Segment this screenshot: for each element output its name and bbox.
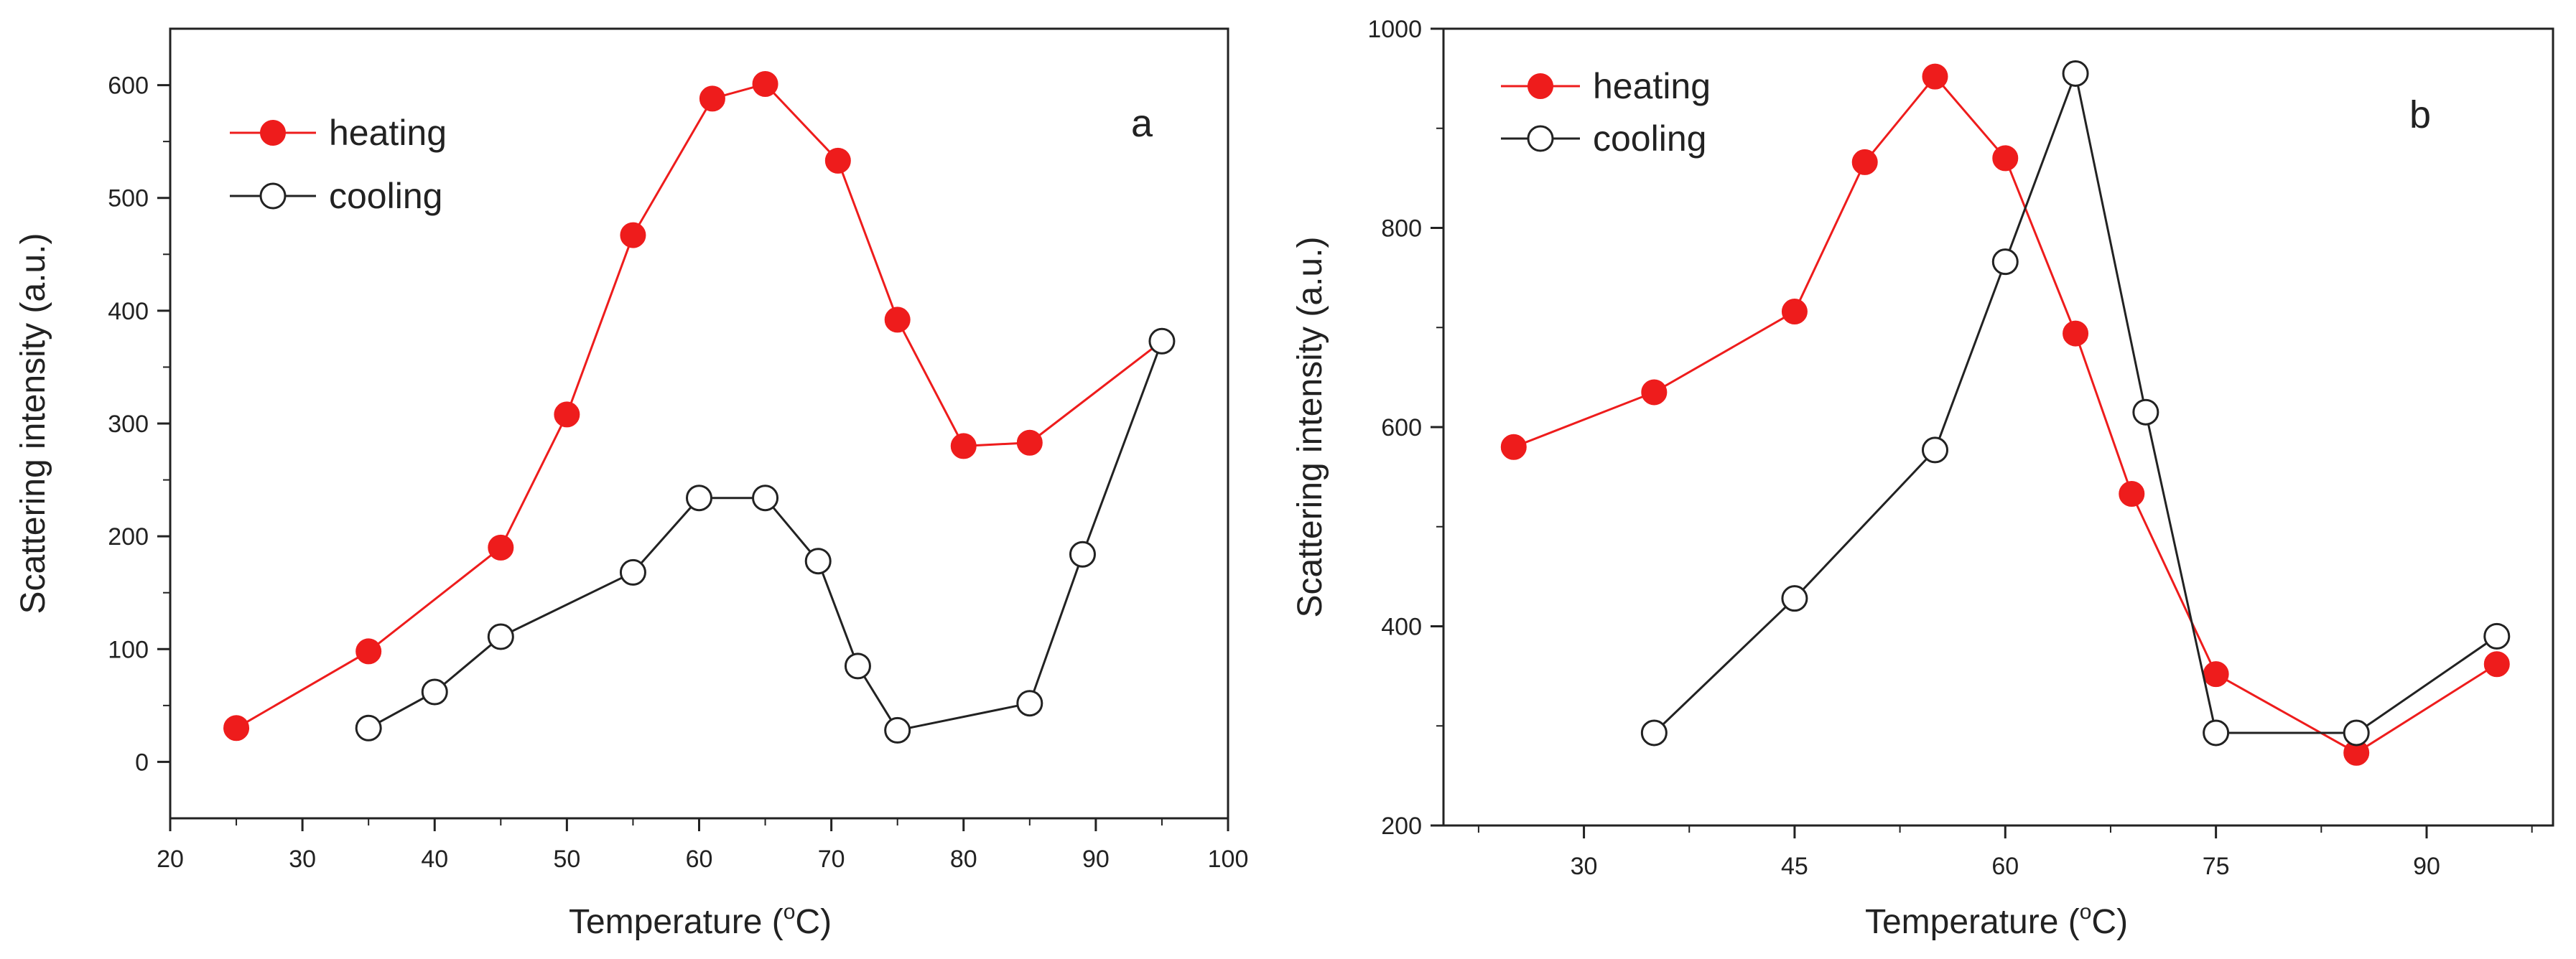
panel-a-heating-point	[223, 715, 250, 742]
panel-b-y-tick-label: 400	[1381, 614, 1422, 641]
panel-b-x-tick-label: 75	[2203, 853, 2230, 880]
panel-b-x-axis-title: Temperature (oC)	[1865, 900, 2128, 941]
panel-a-heating-point	[884, 307, 911, 333]
panel-a-legend-cooling-label: cooling	[329, 176, 442, 216]
panel-a-x-tick-label: 40	[421, 846, 448, 873]
panel-b-x-tick-label: 30	[1571, 853, 1598, 880]
panel-b-y-tick-label: 1000	[1367, 16, 1422, 43]
panel-b-cooling-point	[2132, 398, 2159, 426]
panel-a-y-tick-label: 100	[108, 636, 149, 663]
panel-b-cooling-point	[1991, 248, 2019, 276]
panel-a-cooling-point	[884, 716, 911, 744]
panel-a-cooling-point	[619, 558, 646, 586]
panel-a-heating-point	[699, 85, 725, 112]
panel-a-heating-point	[1016, 429, 1043, 456]
panel-a-y-tick-label: 600	[108, 72, 149, 100]
panel-b-heating-point	[1500, 434, 1527, 460]
panel-b-x-tick-label: 60	[1991, 853, 2019, 880]
panel-a-cooling-point	[1016, 690, 1043, 717]
panel-b-y-tick-label: 600	[1381, 414, 1422, 441]
panel-b-heating-point	[2063, 320, 2089, 347]
panel-b-cooling-point	[2343, 719, 2370, 747]
panel-a-legend-cooling-marker	[259, 182, 287, 210]
panel-b-cooling-point	[1781, 585, 1808, 612]
panel-a-heating-point	[950, 433, 977, 459]
panel-a-cooling-point	[421, 678, 448, 706]
panel-a-cooling-point	[1069, 541, 1096, 568]
panel-a-y-tick-label: 500	[108, 185, 149, 212]
panel-b-heating-point	[2483, 651, 2510, 678]
panel-a-heating-point	[554, 401, 580, 428]
panel-b-legend-cooling-marker	[1527, 125, 1554, 152]
panel-b-y-axis-title: Scattering intensity (a.u.)	[1291, 237, 1329, 618]
panel-a-heating-point	[355, 638, 382, 665]
panel-a-heating-point	[488, 534, 514, 561]
panel-a-y-tick-label: 200	[108, 523, 149, 551]
panel-a-x-tick-label: 70	[818, 846, 845, 873]
panel-a-y-axis-title: Scattering intensity (a.u.)	[14, 233, 52, 614]
panel-a-cooling-point	[355, 714, 382, 742]
panel-a-chart: 20 30 40 50 60 70 80 90 100 0 100 200 300 400 500 600 Te…	[14, 27, 1249, 941]
panel-b-legend-heating-marker	[1528, 73, 1553, 99]
panel-b-heating-point	[2203, 661, 2229, 688]
panel-a-legend-heating-marker	[260, 120, 286, 146]
panel-a-x-tick-label: 20	[157, 846, 184, 873]
panel-a-x-tick-label: 100	[1208, 846, 1249, 873]
panel-a-x-tick-label: 60	[686, 846, 713, 873]
panel-a-heating-point	[620, 222, 646, 248]
panel-b-legend-heating-label: heating	[1593, 66, 1711, 106]
panel-b-x-tick-label: 45	[1781, 853, 1808, 880]
panel-b-y-tick-label: 800	[1381, 215, 1422, 243]
panel-b-cooling-point	[2062, 60, 2089, 87]
panel-a-cooling-point	[686, 485, 712, 512]
panel-a-cooling-line	[368, 340, 1163, 732]
panel-a-x-tick-label: 30	[289, 846, 316, 873]
panel-b-heating-point	[1641, 379, 1668, 406]
panel-b-heating-point	[1922, 63, 1948, 90]
panel-b-x-tick-label: 90	[2413, 853, 2440, 880]
panel-b-chart: 30 45 60 75 90 200 400 600 800 1000 Temperature (o…	[1291, 16, 2554, 941]
panel-b-heating-point	[1781, 299, 1808, 325]
panel-a-x-tick-label: 80	[950, 846, 977, 873]
panel-b-cooling-point	[1921, 436, 1948, 464]
panel-b-y-tick-label: 200	[1381, 813, 1422, 840]
panel-a-cooling-point	[1148, 327, 1176, 355]
panel-a-heating-point	[752, 71, 778, 97]
panel-a-y-tick-label: 0	[135, 749, 149, 776]
panel-b-heating-point	[2119, 480, 2145, 507]
panel-a-x-tick-label: 90	[1082, 846, 1110, 873]
panel-b-cooling-point	[1640, 719, 1668, 747]
panel-b-heating-line	[1513, 75, 2498, 754]
panel-a-x-tick-label: 50	[553, 846, 580, 873]
panel-a-heating-point	[824, 147, 851, 174]
panel-a-x-axis-title: Temperature (oC)	[569, 900, 832, 941]
panel-a-letter: a	[1131, 102, 1153, 145]
panel-a-cooling-point	[752, 485, 779, 512]
panel-a-cooling-point	[487, 623, 514, 650]
panel-b-cooling-point	[2483, 622, 2511, 650]
panel-b-heating-point	[1851, 149, 1878, 175]
panel-a-legend-heating-label: heating	[329, 113, 447, 153]
panel-b-heating-point	[1992, 145, 2019, 172]
panel-b-legend-cooling-label: cooling	[1593, 118, 1706, 159]
panel-b-letter: b	[2409, 93, 2431, 136]
panel-a-cooling-point	[844, 652, 871, 680]
panel-b-cooling-point	[2203, 719, 2230, 747]
panel-a-y-tick-label: 300	[108, 411, 149, 438]
panel-a-cooling-point	[804, 548, 832, 575]
panel-a-y-tick-label: 400	[108, 298, 149, 325]
panel-b-cooling-line	[1653, 70, 2498, 734]
